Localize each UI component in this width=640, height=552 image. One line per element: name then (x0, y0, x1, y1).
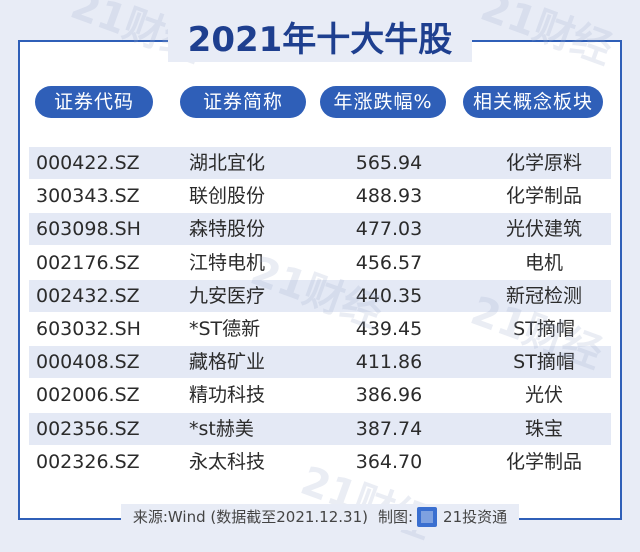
cell-concept: ST摘帽 (513, 351, 575, 374)
cell-name: 湖北宜化 (189, 152, 266, 174)
cell-code: 002006.SZ (36, 384, 140, 407)
header-concept: 相关概念板块 (463, 86, 603, 118)
cell-concept: 珠宝 (524, 417, 563, 440)
cell-code: 002176.SZ (36, 251, 140, 274)
made-by-text: 21投资通 (443, 508, 508, 526)
cell-name: *ST德新 (189, 317, 261, 340)
cell-code: 002432.SZ (36, 284, 140, 307)
cell-concept: 光伏建筑 (505, 218, 582, 241)
cell-concept: 化学原料 (505, 152, 582, 174)
table-row: 002432.SZ 九安医疗 440.35 新冠检测 (29, 279, 611, 312)
cell-concept: 新冠检测 (505, 284, 582, 307)
brand-logo-icon (417, 507, 438, 527)
table-row: 603032.SH *ST德新 439.45 ST摘帽 (29, 313, 611, 345)
cell-code: 000422.SZ (36, 152, 140, 174)
header-change: 年涨跌幅% (320, 86, 446, 118)
cell-change: 565.94 (355, 152, 423, 174)
cell-change: 440.35 (355, 284, 423, 307)
cell-concept: 电机 (524, 251, 563, 274)
table-row: 002006.SZ 精功科技 386.96 光伏 (29, 379, 611, 411)
cell-name: 永太科技 (189, 450, 266, 473)
cell-change: 364.70 (355, 450, 423, 473)
table-row: 002356.SZ *st赫美 387.74 珠宝 (29, 412, 611, 445)
header-name: 证券简称 (180, 86, 306, 118)
cell-concept: 化学制品 (505, 450, 582, 473)
cell-change: 386.96 (355, 384, 423, 407)
cell-change: 439.45 (355, 317, 423, 340)
made-by-label: 制图: (377, 508, 414, 526)
table-header: 证券代码 证券简称 年涨跌幅% 相关概念板块 (28, 86, 618, 122)
cell-name: *st赫美 (189, 417, 254, 440)
cell-change: 456.57 (355, 251, 423, 274)
cell-name: 联创股份 (189, 185, 266, 208)
title-block: 2021年十大牛股 (0, 18, 640, 62)
table-row: 000408.SZ 藏格矿业 411.86 ST摘帽 (29, 346, 611, 379)
table-row: 000422.SZ 湖北宜化 565.94 化学原料 (29, 147, 611, 179)
cell-name: 森特股份 (189, 218, 266, 241)
cell-code: 603098.SH (36, 218, 141, 241)
cell-code: 002356.SZ (36, 417, 140, 440)
footer-inner: 来源:Wind (数据截至2021.12.31) 制图: 21投资通 (120, 504, 520, 530)
cell-name: 藏格矿业 (189, 351, 266, 374)
cell-change: 387.74 (355, 417, 423, 440)
table-body: 000422.SZ 湖北宜化 565.94 化学原料 300343.SZ 联创股… (29, 147, 611, 479)
page-title: 2021年十大牛股 (167, 18, 473, 62)
table-row: 002326.SZ 永太科技 364.70 化学制品 (29, 446, 611, 478)
table-row: 300343.SZ 联创股份 488.93 化学制品 (29, 180, 611, 212)
cell-name: 九安医疗 (189, 284, 266, 307)
cell-concept: ST摘帽 (513, 317, 575, 340)
cell-code: 002326.SZ (36, 450, 140, 473)
cell-code: 000408.SZ (36, 351, 140, 374)
cell-name: 江特电机 (189, 251, 266, 274)
table-row: 002176.SZ 江特电机 456.57 电机 (29, 247, 611, 279)
cell-code: 300343.SZ (36, 185, 140, 208)
source-text: 来源:Wind (数据截至2021.12.31) (132, 508, 368, 526)
cell-concept: 化学制品 (505, 185, 582, 208)
table-row: 603098.SH 森特股份 477.03 光伏建筑 (29, 213, 611, 246)
header-code: 证券代码 (35, 86, 153, 118)
cell-name: 精功科技 (189, 384, 266, 407)
cell-change: 488.93 (355, 185, 423, 208)
cell-change: 477.03 (355, 218, 423, 241)
cell-concept: 光伏 (524, 384, 563, 407)
footer: 来源:Wind (数据截至2021.12.31) 制图: 21投资通 (0, 504, 640, 530)
cell-change: 411.86 (355, 351, 423, 374)
cell-code: 603032.SH (36, 317, 141, 340)
